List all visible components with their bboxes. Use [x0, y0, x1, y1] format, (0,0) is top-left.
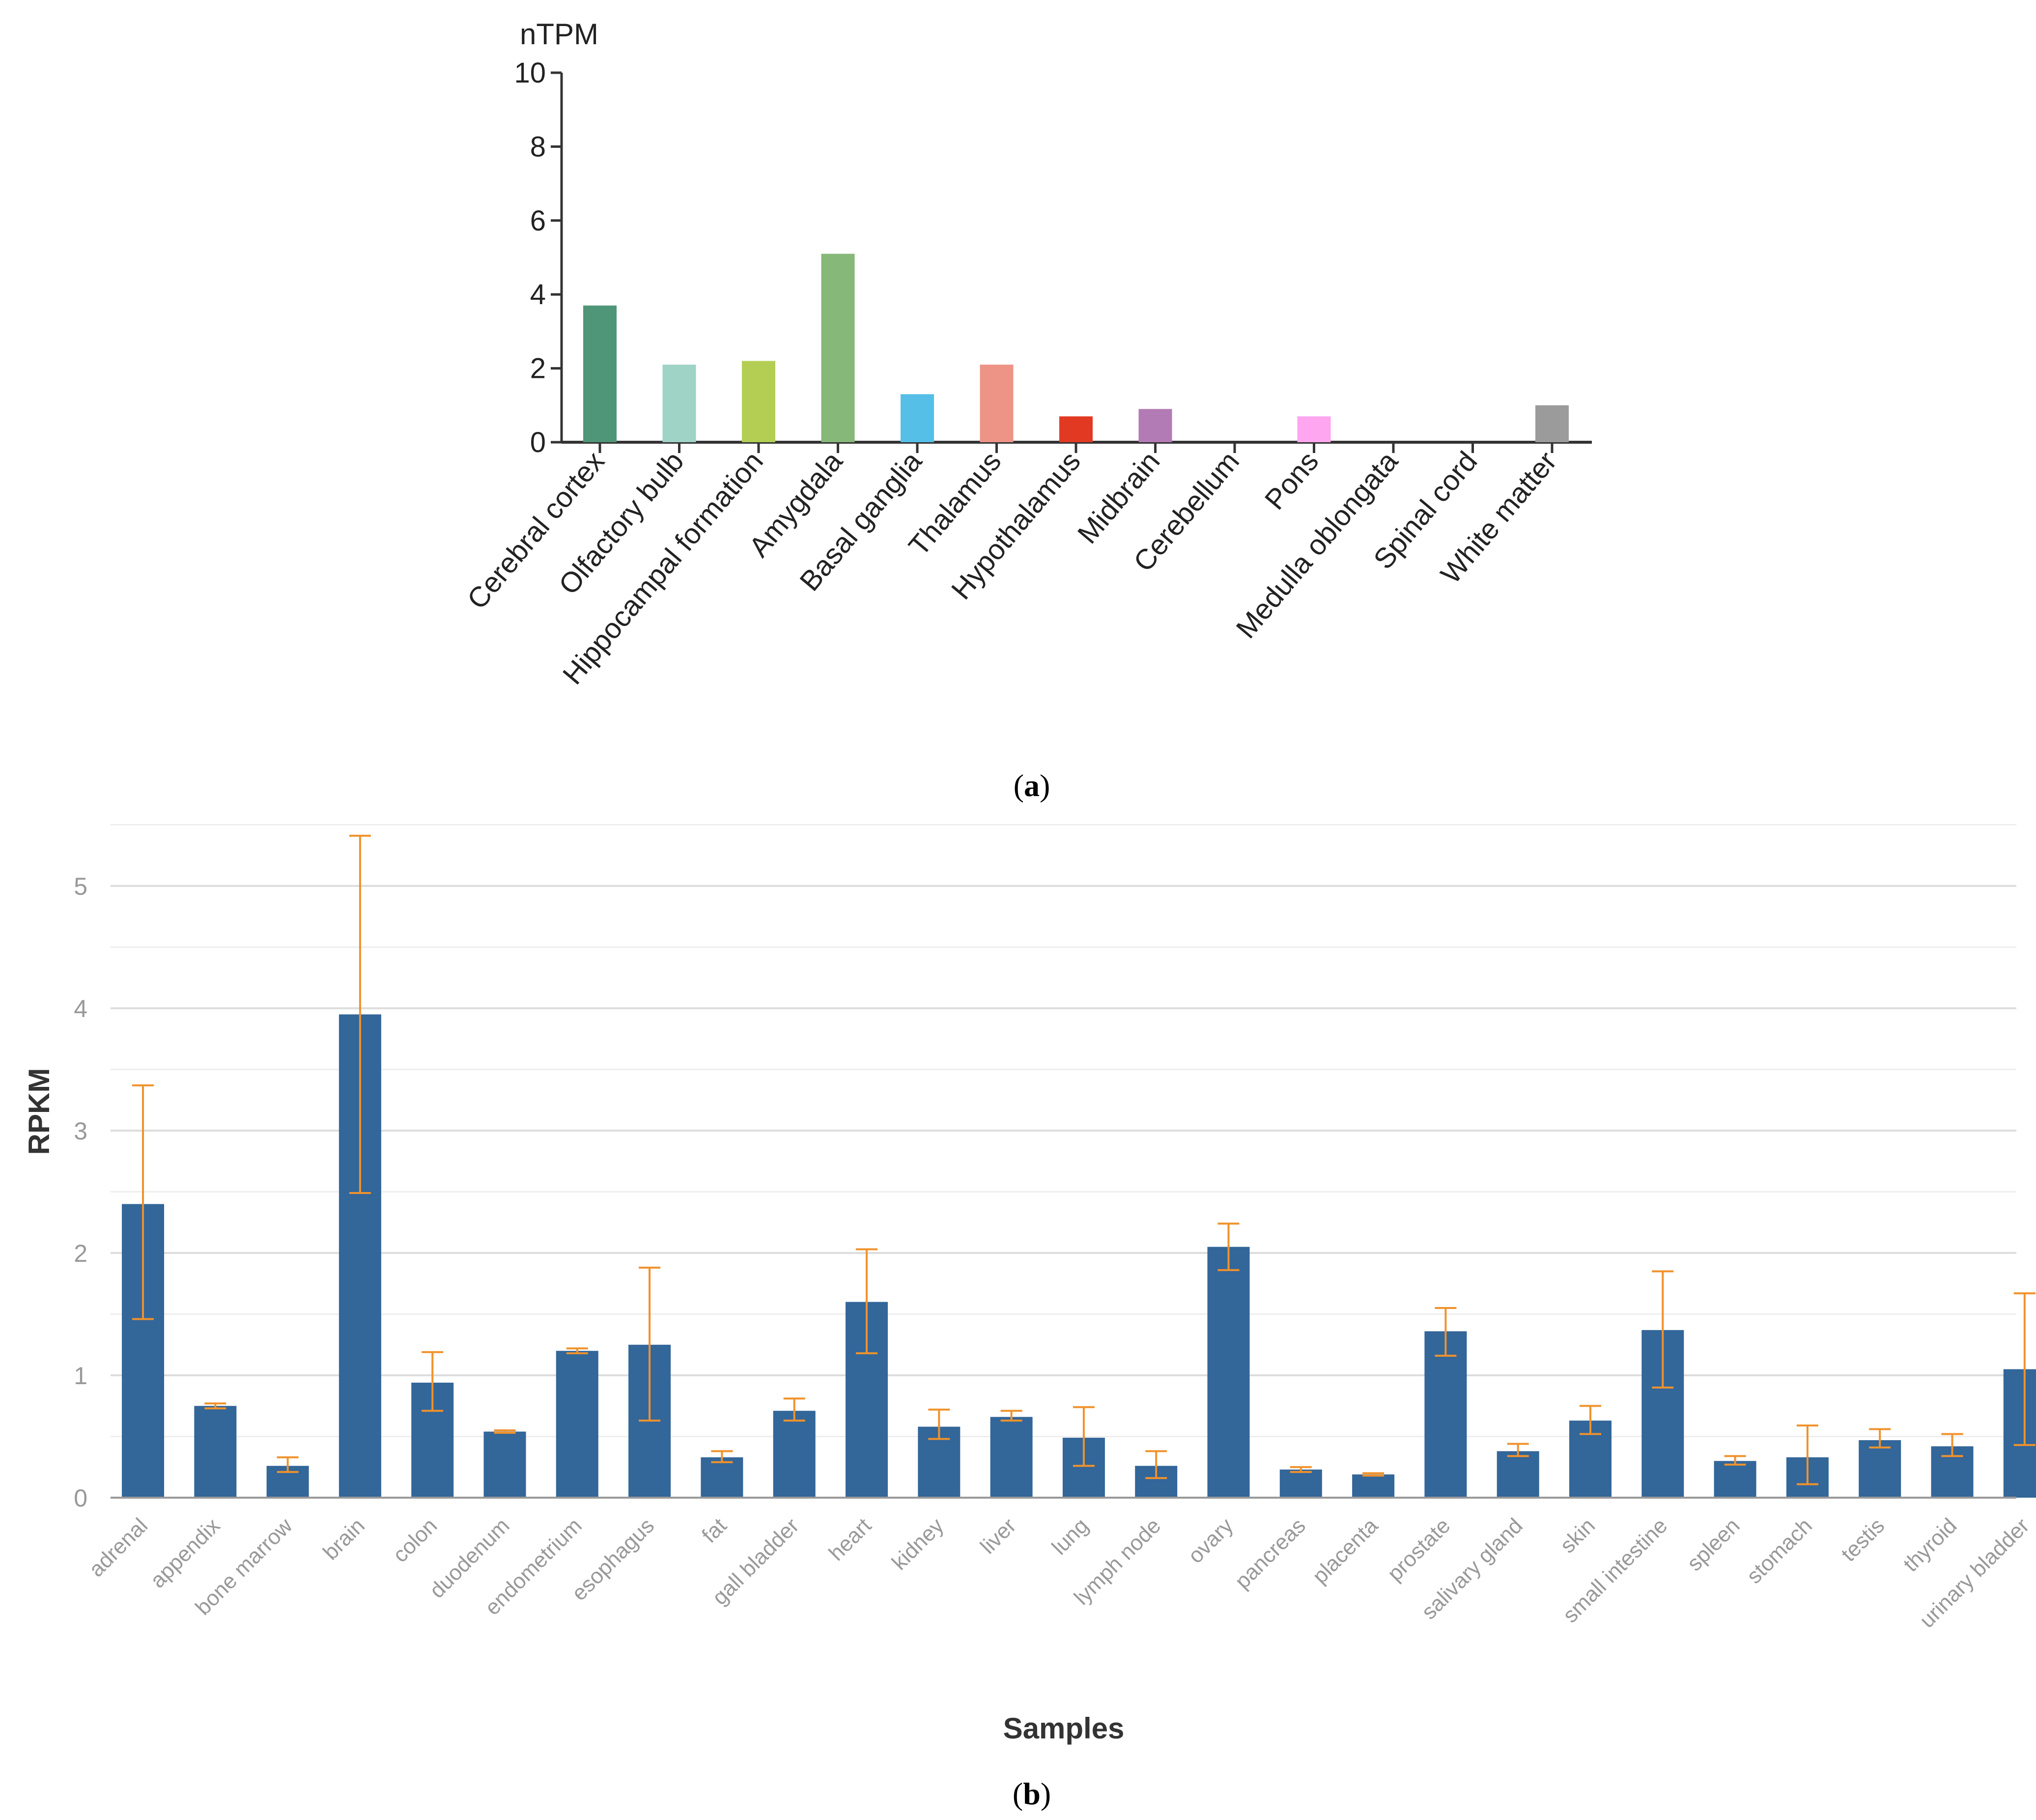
error-bar-urinary-bladder	[2013, 1292, 2036, 1446]
y-tick-label: 2	[530, 353, 546, 385]
caption-paren-open: (	[1014, 768, 1024, 803]
x-tick-label-skin: skin	[1555, 1513, 1600, 1558]
y-tick-label: 3	[74, 1117, 87, 1145]
y-tick-label: 8	[530, 131, 546, 163]
error-bar-esophagus	[639, 1266, 661, 1422]
error-bar-lung	[1073, 1406, 1095, 1467]
y-axis-title: RPKM	[23, 1068, 56, 1155]
y-tick-label: 10	[514, 57, 546, 89]
y-tick-label: 4	[74, 995, 87, 1023]
error-bar-colon	[422, 1351, 444, 1412]
bar-spleen	[1714, 1461, 1756, 1498]
bar-fat	[701, 1457, 743, 1498]
error-bar-skin	[1580, 1405, 1601, 1435]
y-tick-label: 1	[74, 1362, 87, 1390]
bar-ovary	[1207, 1247, 1250, 1498]
bar-gall-bladder	[773, 1411, 816, 1498]
x-tick-label-testis: testis	[1837, 1513, 1889, 1566]
x-tick-label-cerebral-cortex: Cerebral cortex	[461, 446, 611, 616]
caption-letter: a	[1024, 768, 1040, 803]
caption-paren-close: )	[1041, 1776, 1051, 1811]
error-bar-prostate	[1435, 1307, 1457, 1357]
x-tick-label-fat: fat	[697, 1513, 731, 1547]
error-bar-small-intestine	[1652, 1270, 1674, 1389]
error-bar-adrenal	[132, 1084, 154, 1320]
caption-paren-open: (	[1013, 1776, 1023, 1811]
x-tick-label-lung: lung	[1047, 1513, 1093, 1559]
bar-appendix	[194, 1406, 237, 1498]
error-bar-brain	[349, 834, 371, 1194]
bar-testis	[1859, 1440, 1901, 1498]
bar-cerebral-cortex	[583, 305, 617, 442]
bar-midbrain	[1138, 409, 1172, 442]
error-bar-heart	[856, 1248, 877, 1355]
x-tick-label-kidney: kidney	[887, 1513, 949, 1575]
x-tick-label-liver: liver	[976, 1513, 1021, 1559]
error-bar-kidney	[928, 1408, 950, 1440]
bar-liver	[990, 1417, 1033, 1498]
bar-urinary-bladder	[2003, 1369, 2036, 1498]
error-bar-spleen	[1724, 1455, 1746, 1466]
x-tick-label-heart: heart	[824, 1513, 877, 1565]
error-bar-placenta	[1362, 1472, 1385, 1477]
x-tick-label-thyroid: thyroid	[1899, 1513, 1962, 1576]
x-tick-label-ovary: ovary	[1184, 1513, 1238, 1568]
caption-letter: b	[1023, 1776, 1041, 1811]
error-bar-bone-marrow	[277, 1456, 299, 1473]
error-bar-appendix	[204, 1402, 226, 1410]
bar-hypothalamus	[1059, 416, 1093, 442]
bar-duodenum	[483, 1431, 526, 1498]
y-tick-label: 6	[530, 205, 546, 237]
bar-pancreas	[1279, 1469, 1322, 1498]
error-bar-liver	[1000, 1410, 1022, 1422]
bar-white-matter	[1535, 405, 1569, 442]
bar-olfactory-bulb	[662, 365, 696, 442]
y-tick-label: 0	[74, 1484, 87, 1512]
bar-hippocampal-formation	[742, 361, 775, 442]
y-tick-label: 5	[74, 873, 87, 900]
x-tick-label-stomach: stomach	[1742, 1513, 1817, 1588]
x-tick-label-pancreas: pancreas	[1230, 1513, 1310, 1593]
error-bar-salivary-gland	[1507, 1443, 1529, 1457]
bar-basal-ganglia	[901, 394, 934, 442]
x-tick-label-placenta: placenta	[1308, 1513, 1383, 1589]
error-bar-duodenum	[494, 1429, 516, 1434]
error-bar-pancreas	[1290, 1466, 1312, 1473]
bar-thalamus	[980, 365, 1014, 442]
x-tick-label-colon: colon	[388, 1513, 442, 1567]
error-bar-testis	[1869, 1428, 1891, 1449]
x-tick-label-spleen: spleen	[1682, 1513, 1744, 1575]
x-tick-label-brain: brain	[318, 1513, 369, 1564]
bar-prostate	[1424, 1331, 1467, 1498]
bar-pons	[1297, 416, 1331, 442]
error-bar-stomach	[1796, 1424, 1818, 1485]
y-tick-label: 4	[530, 279, 546, 311]
bar-placenta	[1352, 1474, 1395, 1498]
bar-salivary-gland	[1497, 1451, 1539, 1498]
x-tick-label-pons: Pons	[1259, 446, 1325, 516]
error-bar-endometrium	[566, 1347, 588, 1355]
caption-b: (b)	[1013, 1776, 1051, 1811]
bar-endometrium	[556, 1351, 598, 1498]
error-bar-gall-bladder	[783, 1397, 805, 1422]
captions: (a)(b)	[1013, 768, 1051, 1811]
caption-a: (a)	[1014, 768, 1050, 803]
error-bar-thyroid	[1941, 1433, 1963, 1457]
error-bar-lymph-node	[1145, 1450, 1167, 1479]
bar-amygdala	[821, 254, 855, 442]
caption-paren-close: )	[1040, 768, 1050, 803]
x-axis-title: Samples	[1003, 1712, 1125, 1745]
y-tick-label: 0	[530, 427, 546, 458]
y-axis-title: nTPM	[520, 18, 598, 51]
error-bar-ovary	[1217, 1223, 1240, 1271]
y-tick-label: 2	[74, 1240, 87, 1267]
error-bar-fat	[711, 1450, 733, 1463]
x-tick-label-adrenal: adrenal	[85, 1513, 152, 1581]
x-tick-label-prostate: prostate	[1383, 1513, 1455, 1586]
